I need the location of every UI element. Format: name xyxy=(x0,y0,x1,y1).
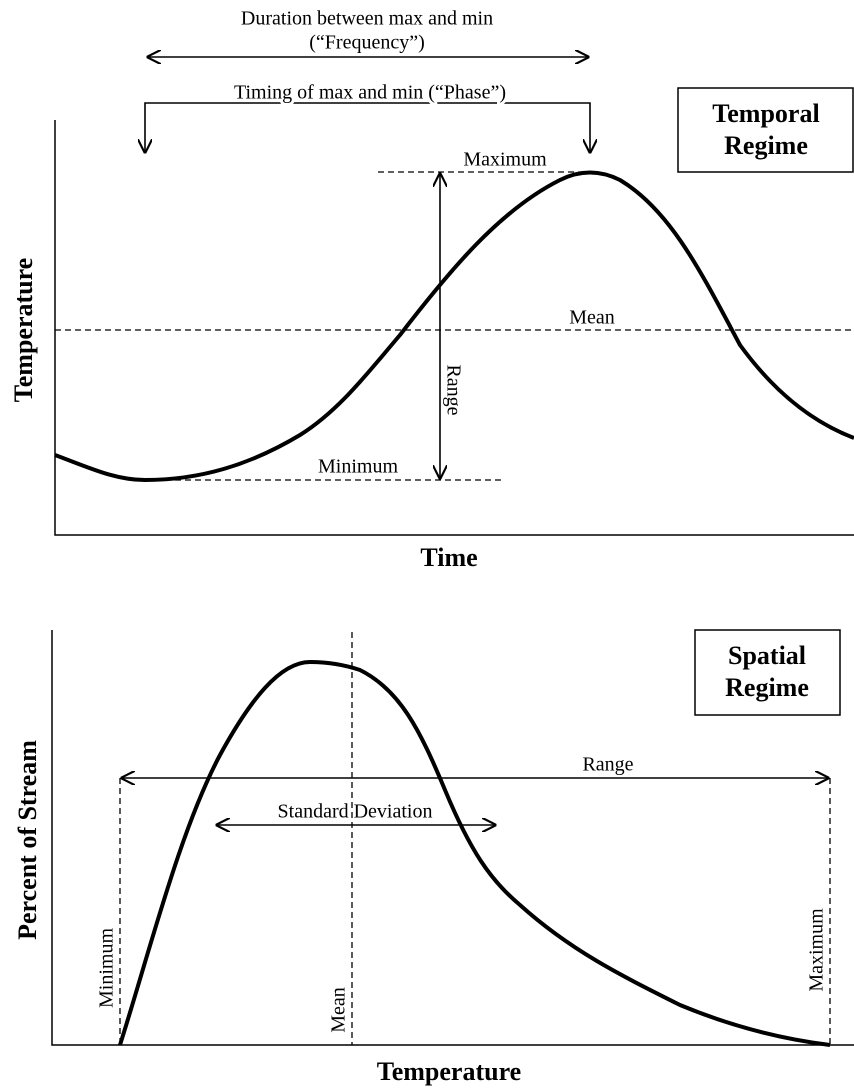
x-axis-label: Time xyxy=(420,543,477,572)
title-box xyxy=(694,629,841,716)
title-box xyxy=(677,87,854,173)
y-axis-label: Temperature xyxy=(9,258,38,402)
annotation: Duration between max and min xyxy=(241,8,493,30)
label: Mean xyxy=(328,987,350,1033)
label: Standard Deviation xyxy=(278,801,433,823)
label: Minimum xyxy=(96,928,118,1008)
title: Regime xyxy=(725,673,809,702)
temporal-panel: Temporal Regime Duration between max and… xyxy=(9,8,854,572)
title: Temporal xyxy=(712,99,819,128)
y-axis-label: Percent of Stream xyxy=(13,740,42,940)
label: Maximum xyxy=(806,908,828,992)
title: Spatial xyxy=(728,641,806,670)
reference-lines xyxy=(119,632,831,1045)
distribution-curve xyxy=(118,659,831,1047)
label: Mean xyxy=(569,307,615,329)
label: Minimum xyxy=(318,456,398,478)
reference-lines xyxy=(55,171,854,481)
label: Range xyxy=(442,364,464,415)
temperature-curve xyxy=(54,170,854,483)
spatial-panel: Spatial Regime Range Standard Deviation … xyxy=(13,629,854,1086)
label: Range xyxy=(582,754,633,776)
phase-bracket xyxy=(145,102,590,152)
x-axis-label: Temperature xyxy=(377,1057,521,1086)
axes xyxy=(51,630,854,1046)
annotation: Timing of max and min (“Phase”) xyxy=(234,82,506,104)
annotation: (“Frequency”) xyxy=(309,32,425,54)
label: Maximum xyxy=(463,149,547,171)
axes xyxy=(54,120,854,536)
title: Regime xyxy=(724,131,808,160)
